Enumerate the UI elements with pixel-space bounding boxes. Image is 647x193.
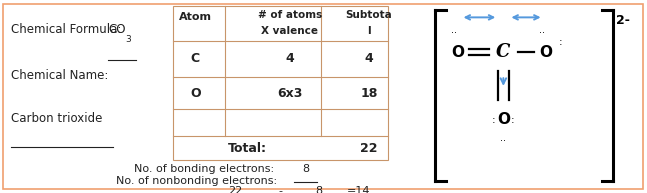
Text: 6x3: 6x3 xyxy=(277,87,303,100)
Text: Atom: Atom xyxy=(179,12,212,22)
Text: ··: ·· xyxy=(500,136,507,146)
Text: 18: 18 xyxy=(360,87,377,100)
Text: :: : xyxy=(558,37,562,47)
Text: No. of bonding electrons:: No. of bonding electrons: xyxy=(134,164,278,174)
Text: CO: CO xyxy=(108,23,126,36)
Text: 3: 3 xyxy=(126,35,131,44)
Text: 4: 4 xyxy=(364,52,373,65)
Text: O: O xyxy=(190,87,201,100)
Text: Chemical Name:: Chemical Name: xyxy=(11,69,109,82)
Text: # of atoms: # of atoms xyxy=(258,10,322,20)
Text: X valence: X valence xyxy=(261,26,318,36)
Text: No. of nonbonding electrons:: No. of nonbonding electrons: xyxy=(116,176,278,186)
Text: O: O xyxy=(451,45,464,60)
Text: l: l xyxy=(367,26,371,36)
Text: 22: 22 xyxy=(228,186,243,193)
Text: 2-: 2- xyxy=(616,14,630,26)
Text: C: C xyxy=(191,52,200,65)
Bar xyxy=(173,6,388,160)
Text: O: O xyxy=(539,45,552,60)
Text: C: C xyxy=(496,43,510,61)
Text: 4: 4 xyxy=(285,52,294,65)
Text: :: : xyxy=(492,115,496,125)
Text: Total:: Total: xyxy=(228,142,267,155)
Text: 22: 22 xyxy=(360,142,378,155)
Text: 8: 8 xyxy=(314,186,322,193)
Text: :: : xyxy=(511,115,515,125)
Text: O: O xyxy=(497,112,510,127)
Text: ··: ·· xyxy=(539,28,545,38)
Text: Carbon trioxide: Carbon trioxide xyxy=(11,112,102,125)
Text: ··: ·· xyxy=(451,28,457,38)
Text: Chemical Formula:: Chemical Formula: xyxy=(11,23,122,36)
Text: -: - xyxy=(279,186,283,193)
Text: =14: =14 xyxy=(347,186,370,193)
Text: 8: 8 xyxy=(302,164,309,174)
Text: Subtota: Subtota xyxy=(345,10,392,20)
